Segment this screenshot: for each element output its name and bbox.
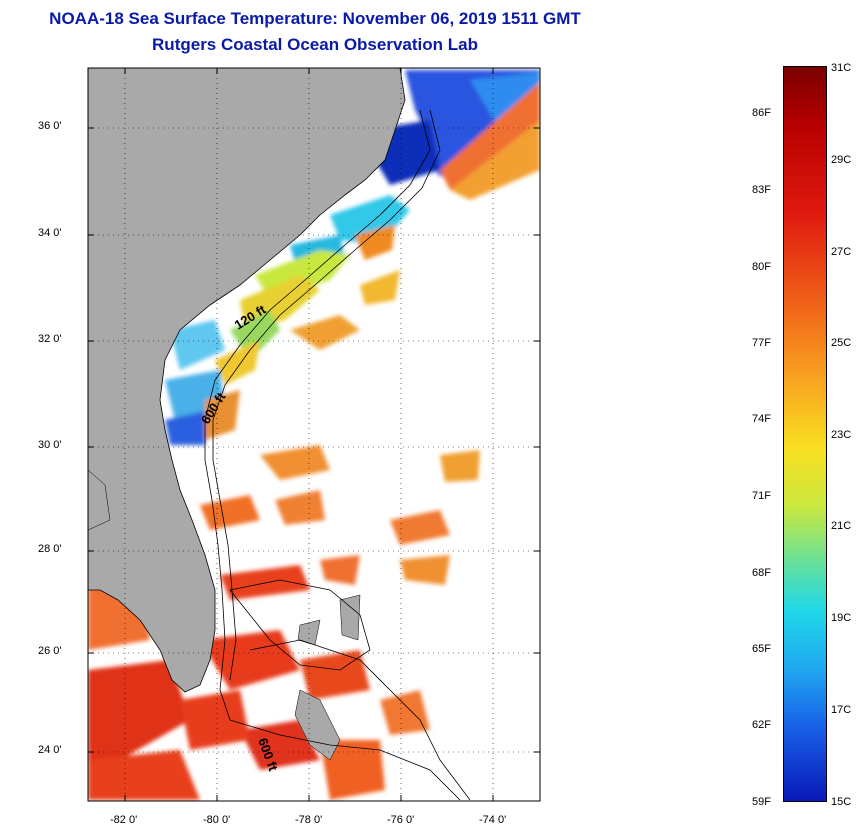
colorbar-c-15: 15C: [831, 796, 852, 808]
lon-label-76: -76 0': [387, 814, 415, 826]
isobath-lines: [204, 109, 471, 801]
lat-label-36: 36 0': [38, 120, 62, 132]
lat-label-30: 30 0': [38, 439, 62, 451]
sst-data-layer: [88, 70, 540, 800]
lat-label-28: 28 0': [38, 543, 62, 555]
lat-label-34: 34 0': [38, 227, 62, 239]
lat-label-24: 24 0': [38, 744, 62, 756]
colorbar-c-25: 25C: [831, 337, 852, 349]
lat-label-26: 26 0': [38, 645, 62, 657]
colorbar-f-62: 62F: [752, 719, 771, 731]
colorbar-f-71: 71F: [752, 490, 771, 502]
colorbar-f-74: 74F: [752, 413, 771, 425]
colorbar-f-86: 86F: [752, 107, 771, 119]
colorbar-c-23: 23C: [831, 429, 852, 441]
lon-label-80: -80 0': [203, 814, 231, 826]
colorbar-c-21: 21C: [831, 520, 852, 532]
colorbar-f-83: 83F: [752, 184, 771, 196]
land-layer: [88, 68, 406, 761]
colorbar-c-27: 27C: [831, 246, 852, 258]
colorbar-c-19: 19C: [831, 612, 852, 624]
lon-label-74: -74 0': [479, 814, 507, 826]
graticule: [88, 68, 540, 801]
map-frame: [87, 67, 541, 802]
map-subtitle: Rutgers Coastal Ocean Observation Lab: [152, 35, 478, 54]
colorbar-f-77: 77F: [752, 337, 771, 349]
map-title: NOAA-18 Sea Surface Temperature: Novembe…: [49, 9, 581, 28]
lon-label-78: -78 0': [295, 814, 323, 826]
axis-ticks: [88, 68, 540, 801]
colorbar: [783, 66, 827, 802]
colorbar-c-31: 31C: [831, 62, 852, 74]
lon-label-82: -82 0': [110, 814, 138, 826]
colorbar-c-29: 29C: [831, 154, 852, 166]
colorbar-f-80: 80F: [752, 261, 771, 273]
colorbar-f-59: 59F: [752, 796, 771, 808]
colorbar-f-65: 65F: [752, 643, 771, 655]
colorbar-f-68: 68F: [752, 567, 771, 579]
colorbar-c-17: 17C: [831, 704, 852, 716]
lat-label-32: 32 0': [38, 333, 62, 345]
